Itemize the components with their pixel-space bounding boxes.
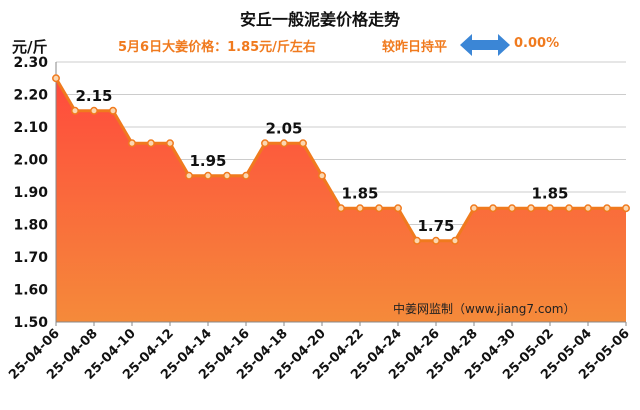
- y-axis-unit: 元/斤: [12, 38, 48, 56]
- watermark: 中姜网监制（www.jiang7.com）: [393, 302, 576, 316]
- data-label: 1.95: [189, 152, 226, 170]
- data-point: [394, 204, 402, 213]
- data-point: [470, 204, 478, 213]
- data-point: [166, 139, 174, 148]
- y-tick-label: 2.20: [13, 88, 48, 104]
- data-point: [261, 139, 269, 148]
- data-point: [508, 204, 516, 213]
- data-point: [375, 204, 383, 213]
- data-point: [109, 106, 117, 115]
- data-label: 1.75: [417, 217, 454, 235]
- data-point: [413, 236, 421, 245]
- data-point: [451, 236, 459, 245]
- y-tick-label: 1.80: [13, 218, 48, 234]
- data-point: [128, 139, 136, 148]
- data-point: [622, 204, 630, 213]
- data-point: [432, 236, 440, 245]
- data-point: [147, 139, 155, 148]
- data-label: 1.85: [341, 184, 378, 202]
- double-arrow-icon: [460, 34, 510, 56]
- data-point: [337, 204, 345, 213]
- change-label: 较昨日持平: [382, 40, 448, 55]
- data-label: 2.05: [265, 119, 302, 137]
- data-point: [90, 106, 98, 115]
- data-point: [204, 171, 212, 180]
- change-percent: 0.00%: [514, 36, 560, 51]
- chart-subtitle: 5月6日大姜价格：1.85元/斤左右: [118, 40, 316, 55]
- y-tick-label: 2.30: [13, 55, 48, 71]
- y-tick-label: 1.90: [13, 185, 48, 201]
- data-point: [299, 139, 307, 148]
- y-tick-label: 2.00: [13, 153, 48, 169]
- data-point: [185, 171, 193, 180]
- y-tick-label: 1.50: [13, 315, 48, 331]
- price-area: [56, 78, 626, 322]
- data-point: [71, 106, 79, 115]
- y-tick-label: 1.60: [13, 283, 48, 299]
- data-label: 2.15: [75, 87, 112, 105]
- data-point: [489, 204, 497, 213]
- data-point: [52, 74, 60, 83]
- data-point: [546, 204, 554, 213]
- data-label: 1.85: [531, 184, 568, 202]
- data-point: [603, 204, 611, 213]
- y-tick-label: 1.70: [13, 250, 48, 266]
- data-point: [565, 204, 573, 213]
- data-point: [356, 204, 364, 213]
- data-point: [527, 204, 535, 213]
- data-point: [223, 171, 231, 180]
- data-point: [584, 204, 592, 213]
- data-point: [242, 171, 250, 180]
- chart-title: 安丘一般泥姜价格走势: [239, 10, 400, 29]
- data-point: [318, 171, 326, 180]
- data-point: [280, 139, 288, 148]
- subtitle-row: 5月6日大姜价格：1.85元/斤左右 较昨日持平 0.00%: [0, 34, 640, 58]
- y-tick-label: 2.10: [13, 120, 48, 136]
